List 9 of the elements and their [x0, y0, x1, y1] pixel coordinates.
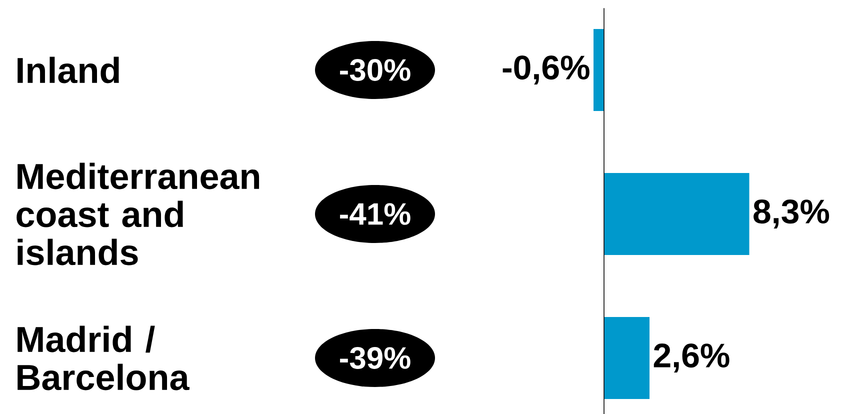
y-tick-label: Mediterranean coast and islands — [16, 162, 260, 266]
data-label: 2,6% — [654, 344, 730, 373]
data-label: -0,6% — [502, 56, 590, 85]
text: -30% — [340, 59, 410, 81]
data-label: 8,3% — [754, 200, 830, 229]
y-tick-label: Madrid / Barcelona — [18, 326, 190, 390]
y-tick-label: Inland — [18, 56, 119, 84]
text: -39% — [340, 347, 410, 369]
text: -41% — [340, 203, 410, 225]
